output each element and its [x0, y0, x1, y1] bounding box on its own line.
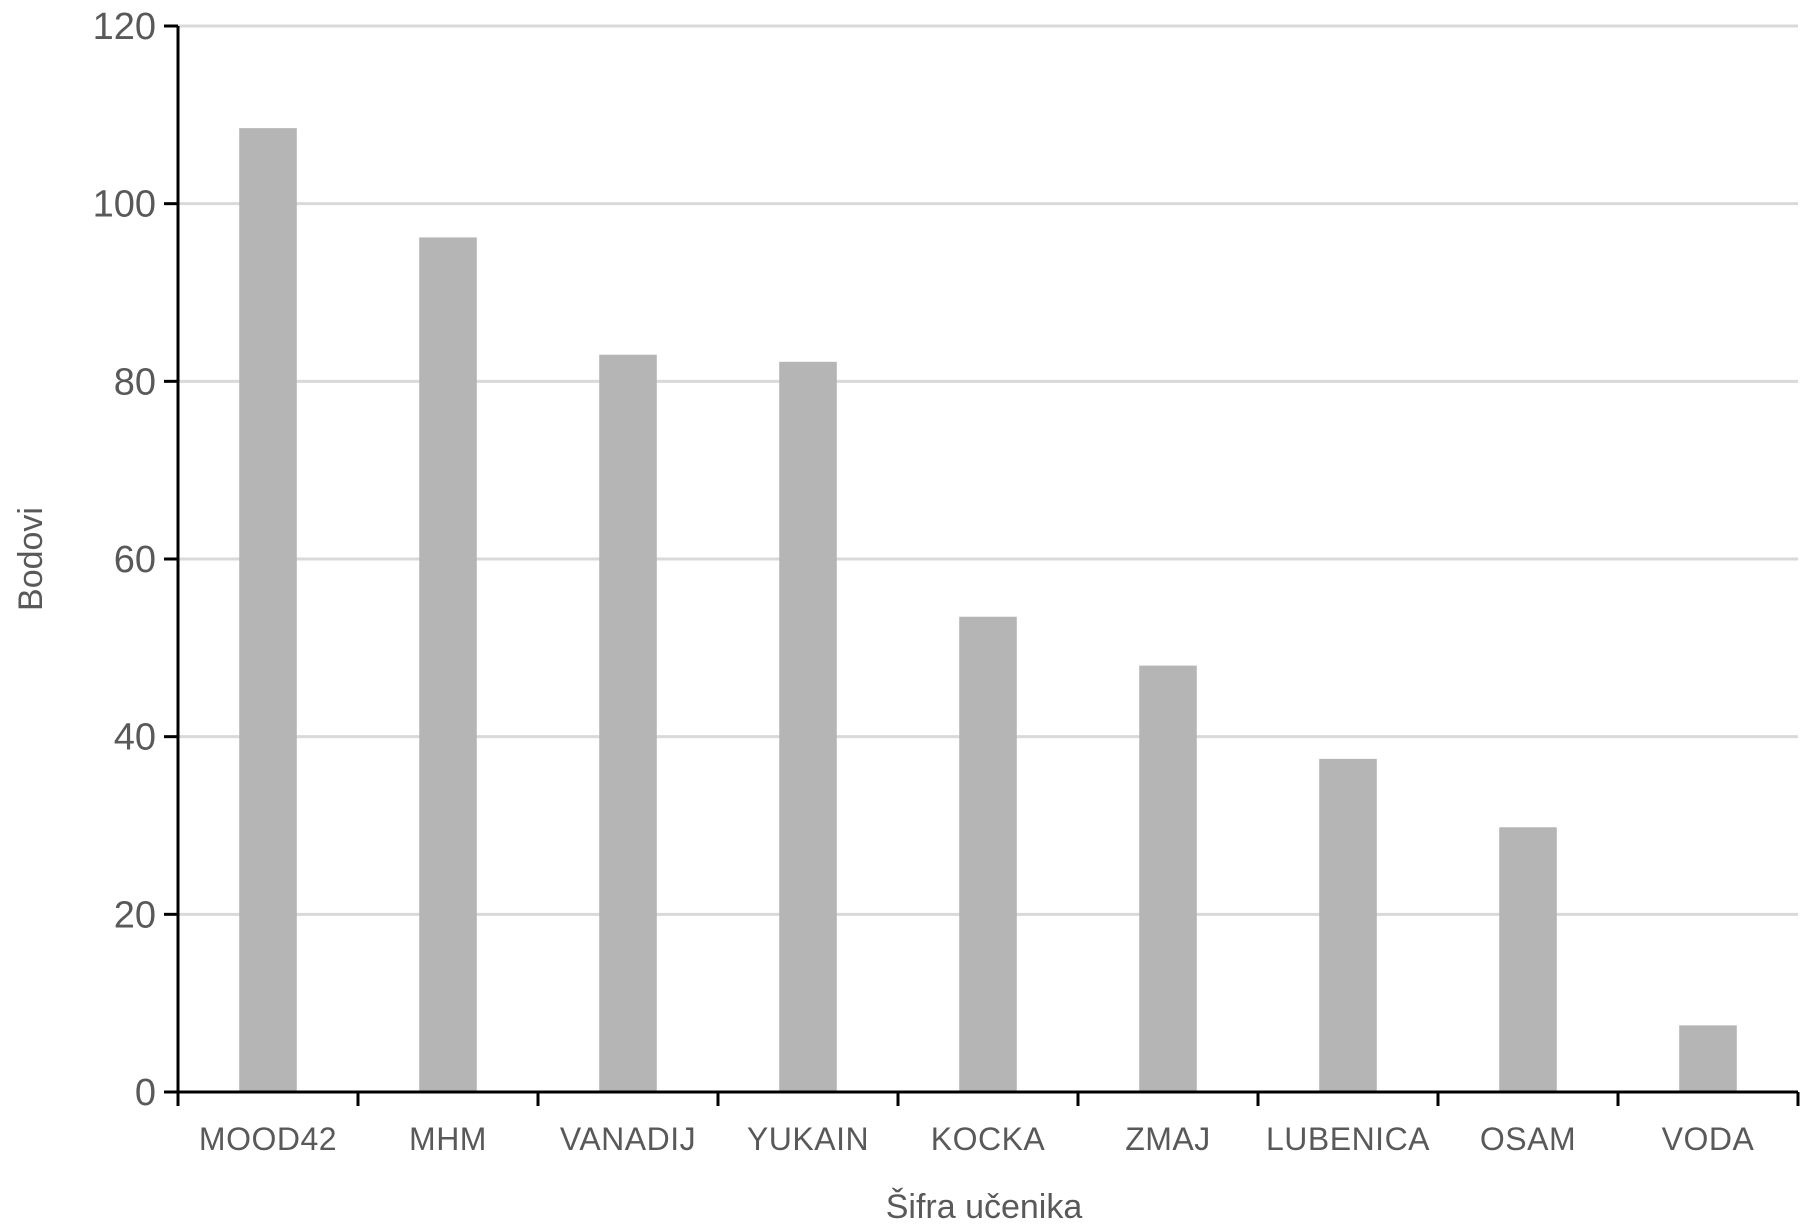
y-tick-label: 120 — [93, 6, 156, 48]
bars — [239, 128, 1737, 1093]
bar-vanadij — [599, 354, 657, 1092]
x-tick-label: MHM — [409, 1121, 487, 1157]
bar-kocka — [959, 616, 1017, 1092]
bar-lubenica — [1319, 758, 1377, 1092]
x-tick-label: ZMAJ — [1125, 1121, 1211, 1157]
x-tick-label: VODA — [1662, 1121, 1755, 1157]
x-tick-label: LUBENICA — [1266, 1121, 1430, 1157]
y-tick-label: 0 — [135, 1072, 156, 1114]
bar-mhm — [419, 237, 477, 1092]
bar-voda — [1679, 1025, 1737, 1092]
y-tick-label: 20 — [114, 894, 156, 936]
bar-yukain — [779, 361, 837, 1092]
y-axis-ticks: 0 20 40 60 80 100 120 — [93, 6, 178, 1114]
x-axis-ticks: MOOD42 MHM VANADIJ YUKAIN KOCKA ZMAJ LUBENICA O… — [176, 1092, 1800, 1157]
bar-osam — [1499, 827, 1557, 1092]
x-tick-label: MOOD42 — [199, 1121, 337, 1157]
x-tick-label: KOCKA — [931, 1121, 1046, 1157]
y-tick-label: 60 — [114, 539, 156, 581]
y-tick-label: 100 — [93, 184, 156, 226]
bar-mood42 — [239, 128, 297, 1093]
y-tick-label: 80 — [114, 361, 156, 403]
x-axis-title: Šifra učenika — [886, 1188, 1083, 1226]
x-tick-label: YUKAIN — [747, 1121, 869, 1157]
x-tick-label: OSAM — [1480, 1121, 1576, 1157]
x-tick-label: VANADIJ — [560, 1121, 696, 1157]
bar-zmaj — [1139, 665, 1197, 1092]
y-tick-label: 40 — [114, 717, 156, 759]
y-axis-title: Bodovi — [12, 507, 50, 611]
